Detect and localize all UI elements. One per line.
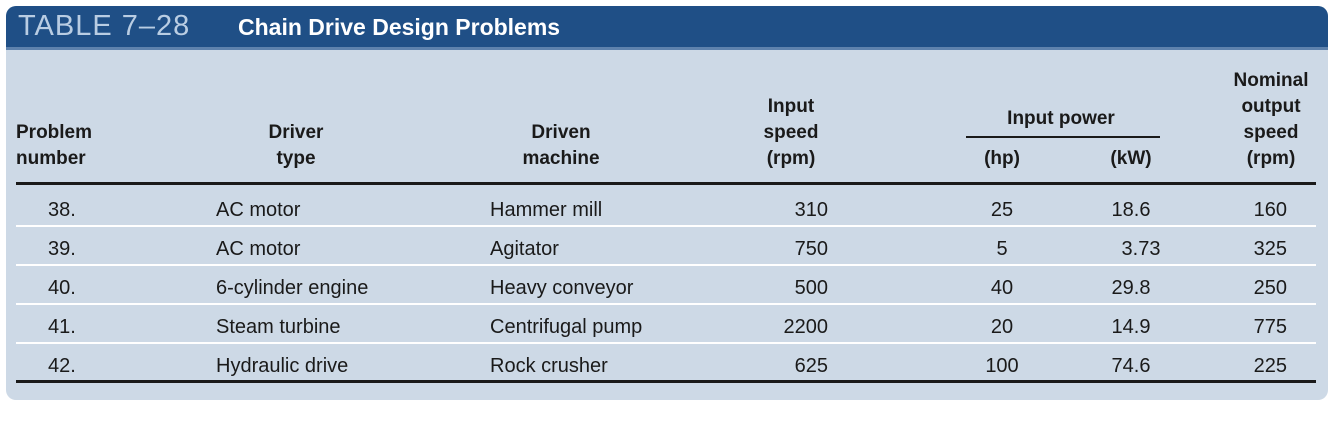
cell-driver: 6-cylinder engine — [216, 277, 369, 299]
cell-problem: 40. — [48, 277, 76, 299]
cell-kw: 29.8 — [1111, 277, 1151, 299]
cell-input-speed: 2200 — [783, 316, 829, 338]
cell-output-speed: 160 — [1253, 199, 1287, 221]
header-rule — [16, 182, 1316, 185]
cell-problem: 39. — [48, 238, 76, 260]
cell-driven: Centrifugal pump — [490, 316, 643, 338]
cell-problem: 41. — [48, 316, 76, 338]
cell-kw: 3.73 — [1121, 238, 1161, 260]
row-separator — [16, 303, 1316, 305]
cell-output-speed: 250 — [1253, 277, 1287, 299]
cell-hp: 25 — [990, 199, 1014, 221]
cell-kw: 74.6 — [1111, 355, 1151, 377]
cell-driven: Heavy conveyor — [490, 277, 634, 299]
cell-problem: 38. — [48, 199, 76, 221]
cell-driven: Agitator — [490, 238, 559, 260]
cell-hp: 100 — [985, 355, 1019, 377]
cell-driver: Steam turbine — [216, 316, 341, 338]
cell-driven: Hammer mill — [490, 199, 603, 221]
header-input-speed: Input speed (rpm) — [763, 96, 819, 169]
cell-driver: AC motor — [216, 199, 301, 221]
cell-input-speed: 750 — [794, 238, 828, 260]
header-input-power: Input power — [1007, 108, 1115, 129]
header-output-speed: Nominal output speed (rpm) — [1233, 70, 1309, 169]
cell-kw: 18.6 — [1111, 199, 1151, 221]
cell-input-speed: 500 — [794, 277, 828, 299]
row-separator — [16, 225, 1316, 227]
cell-input-speed: 310 — [794, 199, 828, 221]
cell-driver: Hydraulic drive — [216, 355, 349, 377]
cell-kw: 14.9 — [1111, 316, 1151, 338]
header-kw: (kW) — [1110, 148, 1152, 169]
bottom-rule — [16, 380, 1316, 383]
header-problem-number: Problem number — [16, 122, 93, 169]
cell-hp: 40 — [990, 277, 1014, 299]
header-driver-type: Driver type — [268, 122, 324, 169]
cell-input-speed: 625 — [794, 355, 828, 377]
table-title: Chain Drive Design Problems — [238, 14, 561, 40]
cell-driven: Rock crusher — [490, 355, 608, 377]
header-driven-machine: Driven machine — [522, 122, 600, 169]
cell-output-speed: 225 — [1253, 355, 1287, 377]
cell-hp: 20 — [990, 316, 1014, 338]
table-number: TABLE 7–28 — [18, 10, 191, 42]
title-bar: TABLE 7–28 Chain Drive Design Problems — [6, 6, 1328, 50]
cell-output-speed: 325 — [1253, 238, 1287, 260]
row-separator — [16, 264, 1316, 266]
row-separator — [16, 342, 1316, 344]
cell-driver: AC motor — [216, 238, 301, 260]
cell-problem: 42. — [48, 355, 76, 377]
header-hp: (hp) — [984, 148, 1020, 169]
cell-output-speed: 775 — [1253, 316, 1287, 338]
cell-hp: 5 — [996, 238, 1008, 260]
table-container: TABLE 7–28 Chain Drive Design Problems P… — [6, 6, 1328, 400]
input-power-rule — [966, 136, 1160, 138]
